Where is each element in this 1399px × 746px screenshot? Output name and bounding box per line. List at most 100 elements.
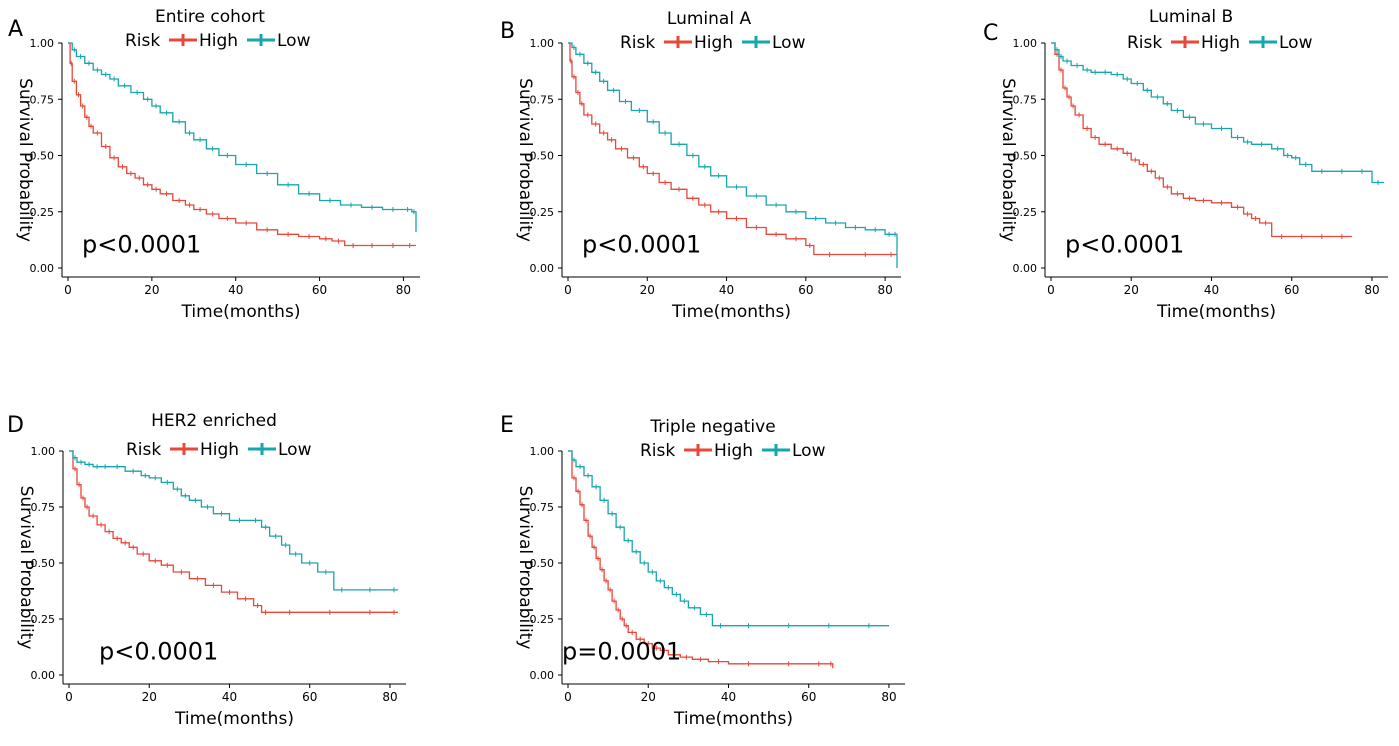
y-tick-label: 0.00 xyxy=(30,262,55,275)
series-high xyxy=(568,450,834,669)
x-tick-label: 80 xyxy=(396,283,411,297)
legend-item-high: High xyxy=(664,33,733,53)
y-tick-label: 1.00 xyxy=(30,37,55,50)
y-tick-label: 0.50 xyxy=(530,557,555,570)
panel-label: B xyxy=(500,19,515,44)
legend-label: Low xyxy=(792,441,826,461)
series-high xyxy=(68,42,416,248)
y-tick-label: 0.50 xyxy=(30,150,55,163)
legend-label: Low xyxy=(1279,33,1313,53)
y-tick-label: 1.00 xyxy=(31,445,56,458)
y-axis-label: Survival Probability xyxy=(998,78,1018,242)
y-tick-label: 0.75 xyxy=(30,93,55,106)
survival-curve-high xyxy=(68,42,416,247)
legend-label: Low xyxy=(278,440,312,460)
legend-label: High xyxy=(200,440,239,460)
legend-item-low: Low xyxy=(1249,33,1313,53)
series-low xyxy=(68,42,417,232)
chart-title: Entire cohort xyxy=(155,7,265,27)
x-tick-label: 40 xyxy=(719,283,734,297)
series-low xyxy=(568,450,889,629)
legend-title: Risk xyxy=(620,33,655,53)
p-value: p<0.0001 xyxy=(82,231,201,259)
y-axis-label: Survival Probability xyxy=(515,78,535,242)
km-panel-c: C Luminal B Risk High Low 0.00 0.25 0.50 0.75 1.0… xyxy=(983,7,1388,322)
x-axis-label: Time(months) xyxy=(671,302,791,322)
series-high xyxy=(568,42,897,257)
y-tick-label: 0.00 xyxy=(530,262,555,275)
survival-curve-low xyxy=(1051,42,1384,184)
y-tick-label: 0.75 xyxy=(1013,93,1038,106)
legend-label: Low xyxy=(277,31,311,51)
series-high xyxy=(1051,42,1352,239)
legend-item-low: Low xyxy=(248,440,312,460)
y-tick-label: 1.00 xyxy=(1013,37,1038,50)
legend-item-high: High xyxy=(1171,33,1240,53)
y-tick-label: 0.75 xyxy=(530,93,555,106)
legend-title: Risk xyxy=(125,31,160,51)
legend: Risk High Low xyxy=(1127,33,1313,53)
y-tick-label: 0.25 xyxy=(30,206,55,219)
p-value: p=0.0001 xyxy=(562,638,681,666)
x-axis-label: Time(months) xyxy=(174,709,294,729)
legend-label: High xyxy=(694,33,733,53)
legend-item-high: High xyxy=(169,31,238,51)
legend-item-low: Low xyxy=(247,31,311,51)
legend-label: High xyxy=(199,31,238,51)
x-tick-label: 40 xyxy=(222,690,237,704)
y-tick-label: 0.00 xyxy=(31,669,56,682)
legend: Risk High Low xyxy=(620,33,806,53)
km-panel-e: E Triple negative Risk High Low 0.00 0.25 0.50 0… xyxy=(500,413,905,729)
chart-title: Luminal B xyxy=(1149,7,1233,27)
legend-title: Risk xyxy=(126,440,161,460)
p-value: p<0.0001 xyxy=(1065,231,1184,259)
x-tick-label: 0 xyxy=(1047,283,1055,297)
y-tick-label: 0.50 xyxy=(530,150,555,163)
chart-title: HER2 enriched xyxy=(151,411,277,431)
legend-label: High xyxy=(1201,33,1240,53)
x-axis-label: Time(months) xyxy=(673,709,793,729)
x-axis-label: Time(months) xyxy=(1156,302,1276,322)
x-tick-label: 60 xyxy=(801,690,816,704)
survival-curve-high xyxy=(568,450,834,669)
chart-title: Luminal A xyxy=(667,9,752,29)
y-tick-label: 0.25 xyxy=(530,613,555,626)
x-tick-label: 20 xyxy=(144,283,159,297)
x-tick-label: 40 xyxy=(1204,283,1219,297)
x-tick-label: 0 xyxy=(65,690,73,704)
legend-title: Risk xyxy=(1127,33,1162,53)
y-tick-label: 1.00 xyxy=(530,37,555,50)
legend: Risk High Low xyxy=(640,441,826,461)
x-tick-label: 20 xyxy=(1124,283,1139,297)
y-axis-label: Survival Probability xyxy=(15,78,35,242)
series-high xyxy=(69,450,398,615)
series-low xyxy=(568,42,898,268)
survival-curve-low xyxy=(68,42,417,232)
x-tick-label: 60 xyxy=(302,690,317,704)
y-axis-label: Survival Probability xyxy=(16,486,36,650)
y-tick-label: 0.50 xyxy=(31,557,56,570)
legend-item-low: Low xyxy=(762,441,826,461)
x-tick-label: 20 xyxy=(142,690,157,704)
x-tick-label: 60 xyxy=(312,283,327,297)
x-tick-label: 60 xyxy=(798,283,813,297)
survival-curve-high xyxy=(568,42,897,256)
legend-title: Risk xyxy=(640,441,675,461)
y-tick-label: 0.00 xyxy=(530,669,555,682)
x-tick-label: 40 xyxy=(721,690,736,704)
y-tick-label: 1.00 xyxy=(530,445,555,458)
panel-label: E xyxy=(500,413,514,438)
y-tick-label: 0.25 xyxy=(530,206,555,219)
y-tick-label: 0.00 xyxy=(1013,262,1038,275)
y-tick-label: 0.75 xyxy=(31,501,56,514)
y-tick-label: 0.50 xyxy=(1013,150,1038,163)
x-tick-label: 60 xyxy=(1284,283,1299,297)
legend-label: High xyxy=(714,441,753,461)
y-tick-label: 0.25 xyxy=(31,613,56,626)
legend: Risk High Low xyxy=(125,31,311,51)
x-tick-label: 20 xyxy=(641,690,656,704)
survival-curve-high xyxy=(1051,42,1352,238)
p-value: p<0.0001 xyxy=(99,638,218,666)
x-axis-label: Time(months) xyxy=(181,302,301,322)
